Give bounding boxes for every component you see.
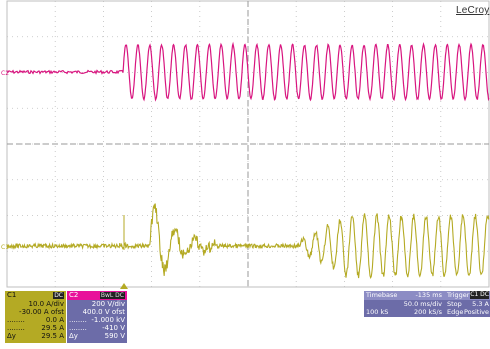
ch2-cursor1-value: -1.000 kV [91, 316, 125, 324]
ch1-offset: -30.00 A ofst [19, 308, 64, 316]
trigger-mode: Stop [447, 300, 462, 308]
ch2-delta-value: 590 V [104, 332, 125, 340]
timebase-trigger-panel[interactable]: Timebase -135 ms 50.0 ms/div 100 kS 200 … [364, 291, 490, 317]
ch1-ground-marker[interactable]: C1 [1, 244, 9, 251]
trigger-level: 5.3 A [472, 300, 489, 308]
ch1-cursor1-label: ........ [7, 316, 25, 324]
ch2-coupling-badge: BwL DC [99, 292, 125, 299]
ch1-name: C1 [7, 291, 17, 299]
trigger-channel: C1 DC [470, 291, 489, 299]
waveform-traces [6, 41, 490, 280]
ch1-cursor2-value: 29.5 A [41, 324, 64, 332]
ch2-cursor2-value: -410 V [102, 324, 125, 332]
ch2-ground-marker[interactable]: C2 [1, 70, 9, 77]
timebase-tdiv: 50.0 ms/div [403, 300, 442, 308]
ch2-delta-label: Δy [69, 332, 78, 340]
trigger-slope: Positive [463, 308, 489, 316]
ch2-descriptor-panel[interactable]: C2 BwL DC 200 V/div 400.0 V ofst .......… [67, 291, 127, 343]
timebase-section[interactable]: Timebase -135 ms 50.0 ms/div 100 kS 200 … [364, 291, 444, 317]
ch2-name: C2 [69, 291, 79, 299]
ch1-waveform [6, 203, 490, 280]
ch1-cursor2-label: ........ [7, 324, 25, 332]
ch2-cursor1-label: ........ [69, 316, 87, 324]
ch2-cursor2-label: ........ [69, 324, 87, 332]
timebase-samples: 100 kS [366, 308, 389, 316]
timebase-header-band [364, 291, 490, 300]
trigger-position-marker[interactable] [120, 283, 128, 289]
ch2-waveform [6, 41, 490, 102]
ch2-offset: 400.0 V ofst [82, 308, 125, 316]
timebase-label: Timebase [366, 291, 398, 299]
ch2-header-band [67, 291, 127, 300]
brand-logo: LeCroy [456, 5, 490, 16]
ch1-delta-value: 29.5 A [41, 332, 64, 340]
timebase-delay: -135 ms [415, 291, 442, 299]
ch1-cursor1-value: 0.0 A [45, 316, 64, 324]
ch1-coupling-badge: DC [53, 292, 64, 299]
ch2-vdiv: 200 V/div [91, 300, 125, 308]
channel-markers: C2 C1 [1, 70, 128, 289]
timebase-rate: 200 kS/s [414, 308, 442, 316]
trigger-type: Edge [447, 308, 464, 316]
ch1-delta-label: Δy [7, 332, 16, 340]
ch1-vdiv: 10.0 A/div [28, 300, 65, 308]
trigger-section[interactable]: Trigger C1 DC Stop 5.3 A Edge Positive [445, 291, 490, 317]
trigger-label: Trigger [447, 291, 470, 299]
ch1-descriptor-panel[interactable]: C1 DC 10.0 A/div -30.00 A ofst ........ … [5, 291, 66, 343]
